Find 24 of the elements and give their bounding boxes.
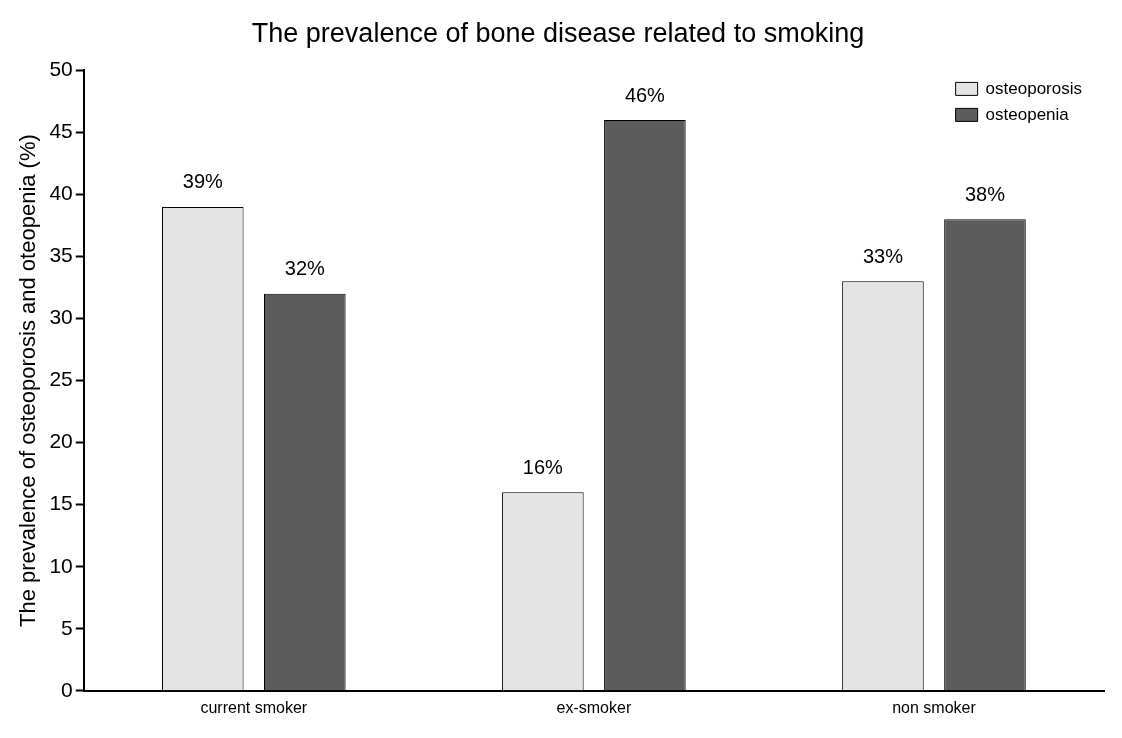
- y-tick-label: 0: [61, 677, 73, 701]
- y-tick-label: 50: [49, 57, 73, 81]
- x-tick-label: current smoker: [200, 698, 308, 716]
- y-tick-label: 5: [61, 615, 73, 639]
- y-tick-label: 15: [49, 491, 73, 515]
- data-label: 33%: [862, 244, 904, 267]
- y-tick-label: 10: [49, 553, 73, 577]
- legend-label: osteoporosis: [985, 79, 1082, 99]
- x-tick-label: non smoker: [892, 698, 977, 716]
- legend-label: osteopenia: [985, 105, 1070, 125]
- y-tick-label: 40: [49, 181, 73, 205]
- x-tick-label: ex-smoker: [556, 698, 632, 716]
- y-axis-title: The prevalence of osteoporosis and oteopenia (%): [15, 134, 41, 628]
- y-tick-label: 35: [49, 243, 73, 267]
- y-tick-label: 25: [49, 367, 73, 391]
- data-label: 32%: [284, 257, 326, 280]
- y-tick-label: 45: [49, 119, 73, 143]
- data-label: 38%: [964, 182, 1006, 205]
- chart-title: The prevalence of bone disease related to smoking: [251, 17, 865, 48]
- data-label: 46%: [624, 83, 666, 106]
- data-label: 16%: [522, 455, 564, 478]
- data-label: 39%: [182, 170, 224, 193]
- y-tick-label: 30: [49, 305, 73, 329]
- y-tick-label: 20: [49, 429, 73, 453]
